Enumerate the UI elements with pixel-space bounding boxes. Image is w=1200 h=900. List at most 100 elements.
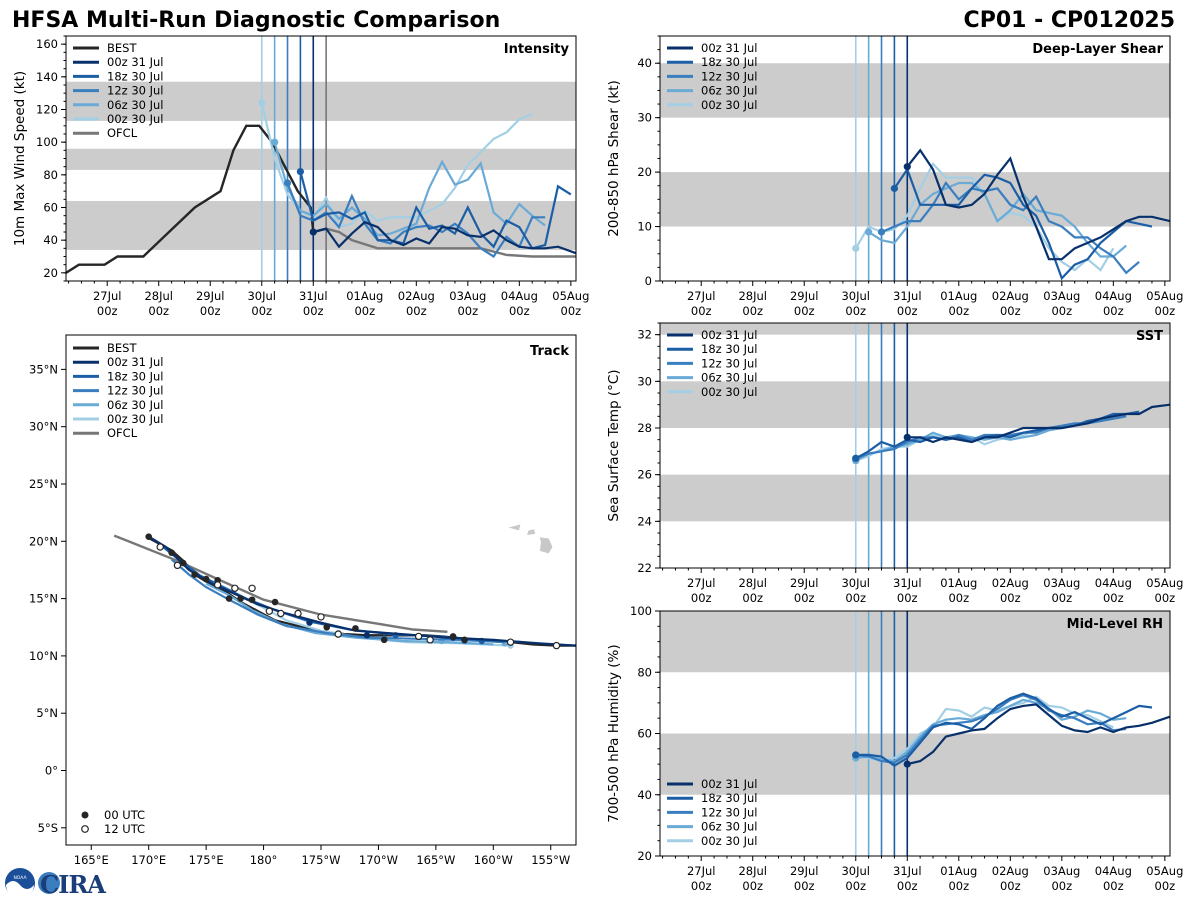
legend-label: 12z 30 Jul [107, 384, 164, 398]
sst-xtick-label: 05Aug [1146, 576, 1183, 590]
shear-xtick-sublabel: 00z [1155, 304, 1176, 318]
intensity-xtick-sublabel: 00z [97, 304, 118, 318]
track-best-12z-marker [231, 584, 239, 592]
sst-xtick-label: 02Aug [992, 576, 1029, 590]
track-best-12z-marker [317, 613, 325, 621]
noaa-wave [6, 881, 34, 899]
track-plot [113, 524, 576, 650]
track-best-12z-marker [334, 630, 342, 638]
shear-run-line [881, 181, 1140, 275]
track-best-00z-marker [179, 559, 187, 567]
track-xtick-label: 170°E [131, 853, 166, 867]
shear-run-start-dot [903, 163, 911, 171]
intensity-xtick-sublabel: 00z [509, 304, 530, 318]
intensity-panel-label: Intensity [504, 42, 570, 57]
shear-xtick-sublabel: 00z [1000, 304, 1021, 318]
track-best-12z-marker [506, 638, 515, 646]
legend-label: 06z 30 Jul [701, 371, 758, 385]
rh-xtick-sublabel: 00z [742, 879, 763, 893]
sst-xtick-label: 29Jul [790, 576, 819, 590]
sst-ytick-label: 22 [637, 561, 652, 575]
sst-threshold-band [660, 323, 1170, 335]
shear-xtick-label: 03Aug [1043, 289, 1080, 303]
shear-threshold-band [660, 63, 1170, 118]
track-ytick-label: 30°N [29, 420, 58, 434]
track-best-00z-marker [271, 598, 279, 606]
intensity-xtick-sublabel: 00z [148, 304, 169, 318]
rh-xtick-sublabel: 00z [1155, 879, 1176, 893]
shear-xtick-label: 28Jul [738, 289, 767, 303]
intensity-xtick-sublabel: 00z [303, 304, 324, 318]
shear-xtick-label: 04Aug [1095, 289, 1132, 303]
intensity-threshold-band [66, 81, 576, 121]
sst-run-line [855, 410, 1140, 460]
legend-label: 06z 30 Jul [107, 98, 164, 112]
legend-label: 00z 31 Jul [701, 777, 758, 791]
shear-ylabel: 200-850 hPa Shear (kt) [606, 80, 622, 237]
intensity-xtick-label: 29Jul [196, 289, 225, 303]
intensity-run-start-dot [309, 228, 317, 236]
sst-ytick-label: 32 [637, 328, 652, 342]
track-best-12z-marker [414, 632, 423, 641]
sst-xtick-label: 27Jul [687, 576, 716, 590]
track-best-00z-marker [323, 623, 331, 631]
shear-ytick-label: 0 [645, 274, 652, 288]
intensity-run-start-dot [296, 167, 304, 176]
intensity-ytick-label: 140 [36, 70, 58, 84]
legend-label: 18z 30 Jul [701, 342, 758, 356]
shear-run-line [906, 148, 1170, 261]
sst-xtick-sublabel: 00z [948, 591, 969, 605]
track-best-12z-marker [213, 581, 222, 589]
sst-xtick-label: 30Jul [841, 576, 870, 590]
rh-run-start-dot [852, 751, 860, 759]
legend-label: 00z 30 Jul [701, 385, 758, 399]
track-panel: 5°S 0° 5°N 10°N 15°N 20°N 25°N 30°N 35°N 165°E 170… [29, 334, 577, 867]
track-ytick-label: 0° [45, 764, 58, 778]
intensity-xtick-sublabel: 00z [200, 304, 221, 318]
rh-xtick-sublabel: 00z [897, 879, 918, 893]
legend-label: 00z 31 Jul [701, 41, 758, 55]
track-best-00z-marker [461, 636, 468, 644]
legend-label: 12z 30 Jul [701, 356, 758, 370]
noaa-text: NOAA [13, 875, 27, 881]
sst-xtick-sublabel: 00z [742, 591, 763, 605]
legend-12z-marker [81, 825, 89, 833]
sst-xtick-label: 28Jul [738, 576, 767, 590]
track-best-12z-marker [248, 584, 256, 592]
shear-plot [660, 36, 1170, 281]
legend-label: 18z 30 Jul [107, 69, 164, 83]
intensity-xtick-sublabel: 00z [251, 304, 272, 318]
shear-ytick-label: 10 [637, 220, 652, 234]
shear-xtick-sublabel: 00z [1051, 304, 1072, 318]
rh-panel-label: Mid-Level RH [1067, 617, 1163, 632]
sst-ytick-label: 24 [637, 514, 652, 528]
rh-xtick-label: 31Jul [893, 864, 922, 878]
rh-run-start-dot [903, 760, 911, 768]
track-ytick-label: 10°N [29, 649, 58, 663]
hawaii-island [508, 524, 521, 531]
sst-run-line [907, 403, 1170, 444]
legend-label: 00z 30 Jul [701, 834, 758, 848]
intensity-ylabel: 10m Max Wind Speed (kt) [12, 71, 28, 246]
legend-label: 18z 30 Jul [701, 791, 758, 805]
track-xtick-label: 160°W [474, 853, 513, 867]
sst-xtick-label: 01Aug [940, 576, 977, 590]
intensity-xtick-label: 31Jul [299, 289, 328, 303]
intensity-xtick-sublabel: 00z [354, 304, 375, 318]
legend-label: 12z 30 Jul [107, 84, 164, 98]
track-best-00z-marker [449, 633, 457, 640]
legend-00z-marker [81, 811, 89, 819]
intensity-run-line [313, 220, 576, 255]
shear-xtick-sublabel: 00z [742, 304, 763, 318]
track-ytick-label: 15°N [29, 592, 58, 606]
intensity-plot [66, 36, 576, 281]
legend-label: BEST [107, 341, 137, 355]
rh-run-line [907, 703, 1170, 766]
shear-panel-label: Deep-Layer Shear [1032, 42, 1163, 57]
rh-xtick-sublabel: 00z [794, 879, 815, 893]
shear-ytick-label: 40 [637, 56, 652, 70]
track-xtick-label: 155°W [531, 853, 570, 867]
sst-panel-label: SST [1136, 329, 1163, 344]
intensity-xtick-label: 05Aug [552, 289, 589, 303]
